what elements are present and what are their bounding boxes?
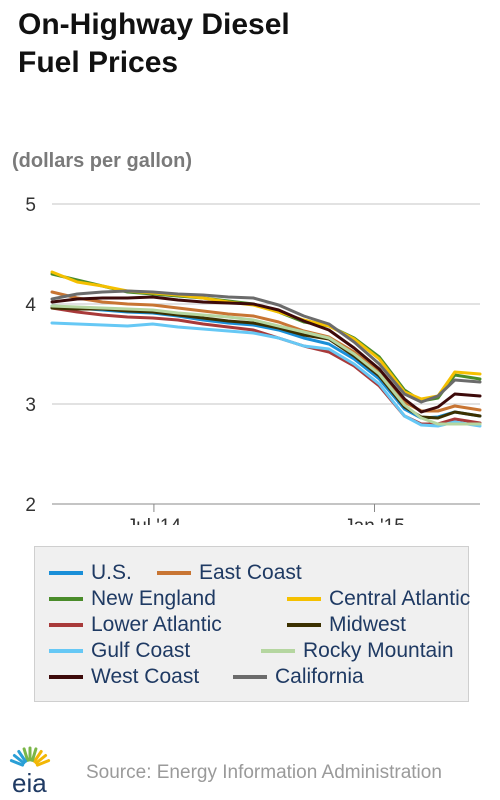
logo-ray — [33, 750, 43, 763]
legend-item-east-coast: East Coast — [157, 561, 302, 585]
legend-swatch — [287, 623, 321, 627]
y-tick-label: 5 — [25, 195, 36, 216]
series-line-gulf-coast — [50, 321, 482, 428]
y-tick-label: 2 — [25, 495, 36, 516]
legend-swatch — [49, 597, 83, 601]
legend-item-central-atlantic: Central Atlantic — [287, 587, 470, 611]
legend-swatch — [261, 649, 295, 653]
y-tick-label: 3 — [25, 395, 36, 416]
chart-title: On-Highway Diesel Fuel Prices — [18, 6, 318, 82]
x-tick-label: Jan '15 — [344, 516, 405, 525]
line-chart: 2 3 4 5 Jul '14 Jan '15 — [25, 195, 482, 525]
legend-swatch — [49, 623, 83, 627]
legend-label: West Coast — [91, 665, 200, 688]
legend-item-rocky-mountain: Rocky Mountain — [261, 639, 454, 663]
series-line-west-coast — [50, 295, 482, 414]
legend-label: California — [275, 665, 364, 688]
logo-ray — [9, 759, 25, 767]
legend-swatch — [49, 649, 83, 653]
legend-swatch — [287, 597, 321, 601]
footer: eia Source: Energy Information Administr… — [0, 742, 500, 800]
y-axis-label: (dollars per gallon) — [12, 150, 193, 172]
legend-swatch — [157, 571, 191, 575]
legend-label: East Coast — [199, 561, 302, 584]
chart-title-line-2: Fuel Prices — [18, 46, 179, 79]
eia-sunburst-icon — [9, 746, 51, 767]
legend-label: Rocky Mountain — [303, 639, 454, 662]
source-note: Source: Energy Information Administratio… — [86, 762, 442, 783]
legend-label: Central Atlantic — [329, 587, 471, 610]
logo-ray — [12, 754, 26, 765]
eia-logo-text: eia — [12, 768, 47, 796]
legend-label: Gulf Coast — [91, 639, 191, 662]
logo-ray — [22, 747, 30, 762]
legend-item-california: California — [233, 665, 364, 689]
legend-swatch — [233, 675, 267, 679]
series-line-california — [50, 289, 482, 404]
y-tick-label: 4 — [25, 295, 36, 316]
legend-swatch — [49, 571, 83, 575]
logo-ray — [35, 759, 51, 767]
logo-ray — [17, 750, 27, 763]
legend-item-u-s: U.S. — [49, 561, 132, 585]
legend-label: Lower Atlantic — [91, 613, 222, 636]
chart-title-line-1: On-Highway Diesel — [18, 8, 290, 41]
logo-ray — [30, 747, 38, 762]
chart-legend: U.S. East Coast New England Central Atlanti… — [34, 546, 470, 702]
legend-item-gulf-coast: Gulf Coast — [49, 639, 190, 663]
legend-item-lower-atlantic: Lower Atlantic — [49, 613, 222, 637]
x-tick-label: Jul '14 — [127, 516, 182, 525]
legend-item-new-england: New England — [49, 587, 216, 611]
series-line-new-england — [50, 272, 482, 403]
legend-label: U.S. — [91, 561, 132, 584]
series-line-rocky-mountain — [50, 304, 482, 426]
legend-label: New England — [91, 587, 216, 610]
legend-swatch — [49, 675, 83, 679]
legend-item-midwest: Midwest — [287, 613, 406, 637]
legend-label: Midwest — [329, 613, 407, 636]
logo-ray — [34, 754, 48, 765]
legend-item-west-coast: West Coast — [49, 665, 199, 689]
eia-logo-icon: eia — [9, 746, 51, 796]
